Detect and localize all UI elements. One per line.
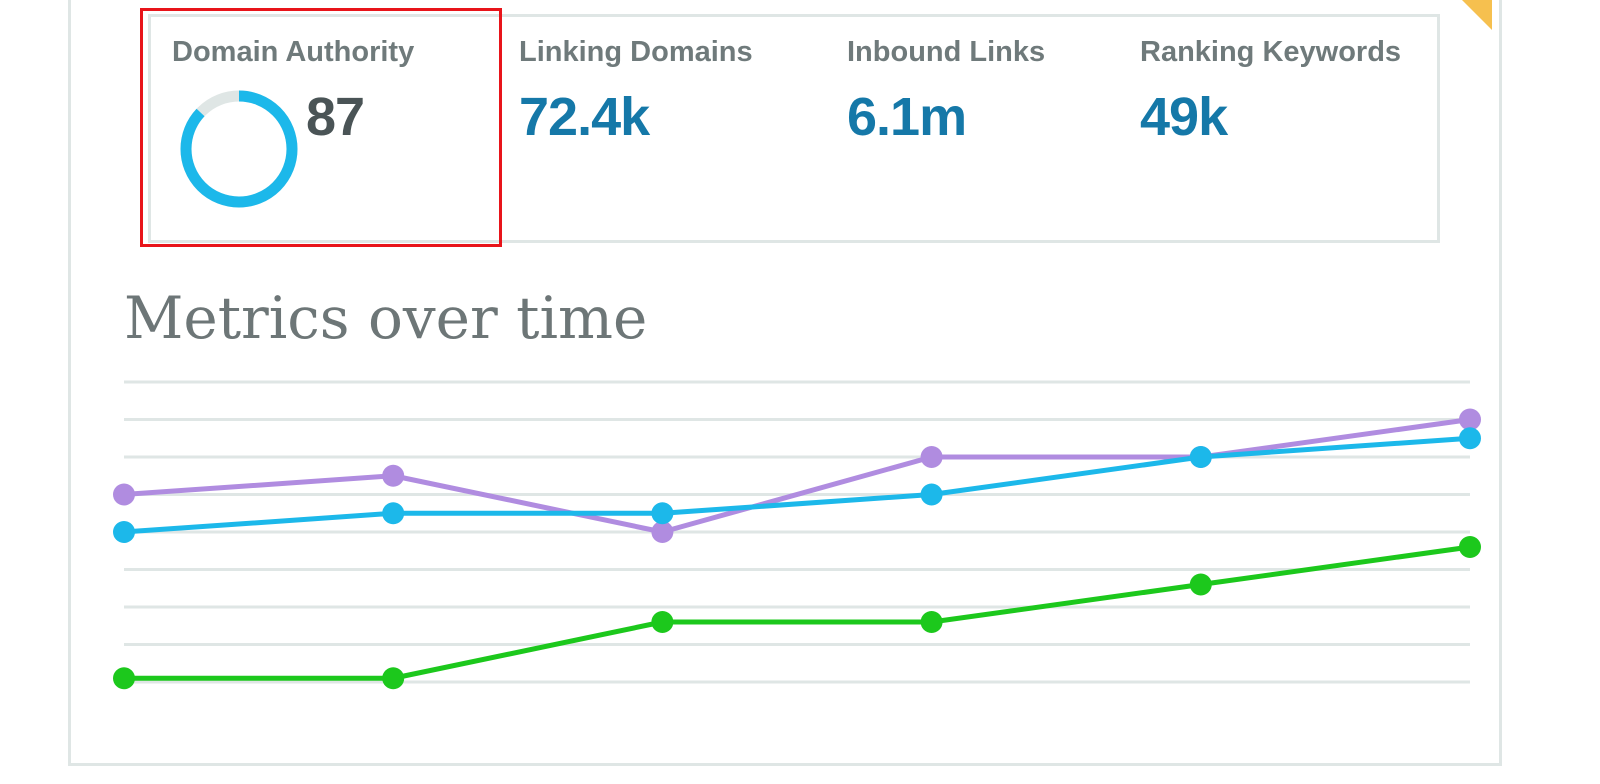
corner-ribbon: [1462, 0, 1492, 30]
inbound-links-value: 6.1m: [847, 87, 967, 147]
series-2-point[interactable]: [651, 502, 674, 525]
series-1-point[interactable]: [113, 483, 135, 506]
series-3-point[interactable]: [382, 667, 405, 690]
series-3-point[interactable]: [920, 611, 943, 633]
chart-gridlines: [124, 380, 1470, 684]
series-1-point[interactable]: [1459, 408, 1481, 431]
series-1-point[interactable]: [382, 464, 405, 487]
series-3-point[interactable]: [1459, 536, 1481, 558]
series-3-point[interactable]: [651, 611, 674, 633]
series-2-point[interactable]: [382, 502, 405, 525]
series-3-point[interactable]: [113, 667, 135, 690]
domain-authority-ring: [180, 90, 298, 208]
series-line-1: [123, 417, 1471, 535]
series-1-point[interactable]: [920, 446, 943, 468]
linking-domains-label: Linking Domains: [519, 36, 753, 68]
domain-authority-value: 87: [306, 87, 365, 147]
ranking-keywords-label: Ranking Keywords: [1140, 36, 1402, 68]
inbound-links-label: Inbound Links: [847, 36, 1046, 68]
series-3-point[interactable]: [1189, 573, 1212, 596]
series-line-3: [124, 544, 1471, 681]
series-2-point[interactable]: [113, 521, 135, 543]
metrics-summary-box: [148, 14, 1440, 243]
series-2-point[interactable]: [920, 483, 943, 506]
chart-series-points: [113, 408, 1481, 690]
series-line-2: [123, 435, 1471, 535]
ranking-keywords-value: 49k: [1140, 87, 1228, 147]
metrics-over-time-title: Metrics over time: [124, 284, 648, 352]
series-2-point[interactable]: [1189, 446, 1212, 468]
chart-series-lines: [123, 417, 1471, 681]
linking-domains-value: 72.4k: [519, 87, 650, 147]
series-2-point[interactable]: [1459, 427, 1481, 450]
series-1-point[interactable]: [651, 521, 674, 543]
domain-authority-label: Domain Authority: [172, 36, 415, 68]
ring-progress: [180, 90, 298, 208]
